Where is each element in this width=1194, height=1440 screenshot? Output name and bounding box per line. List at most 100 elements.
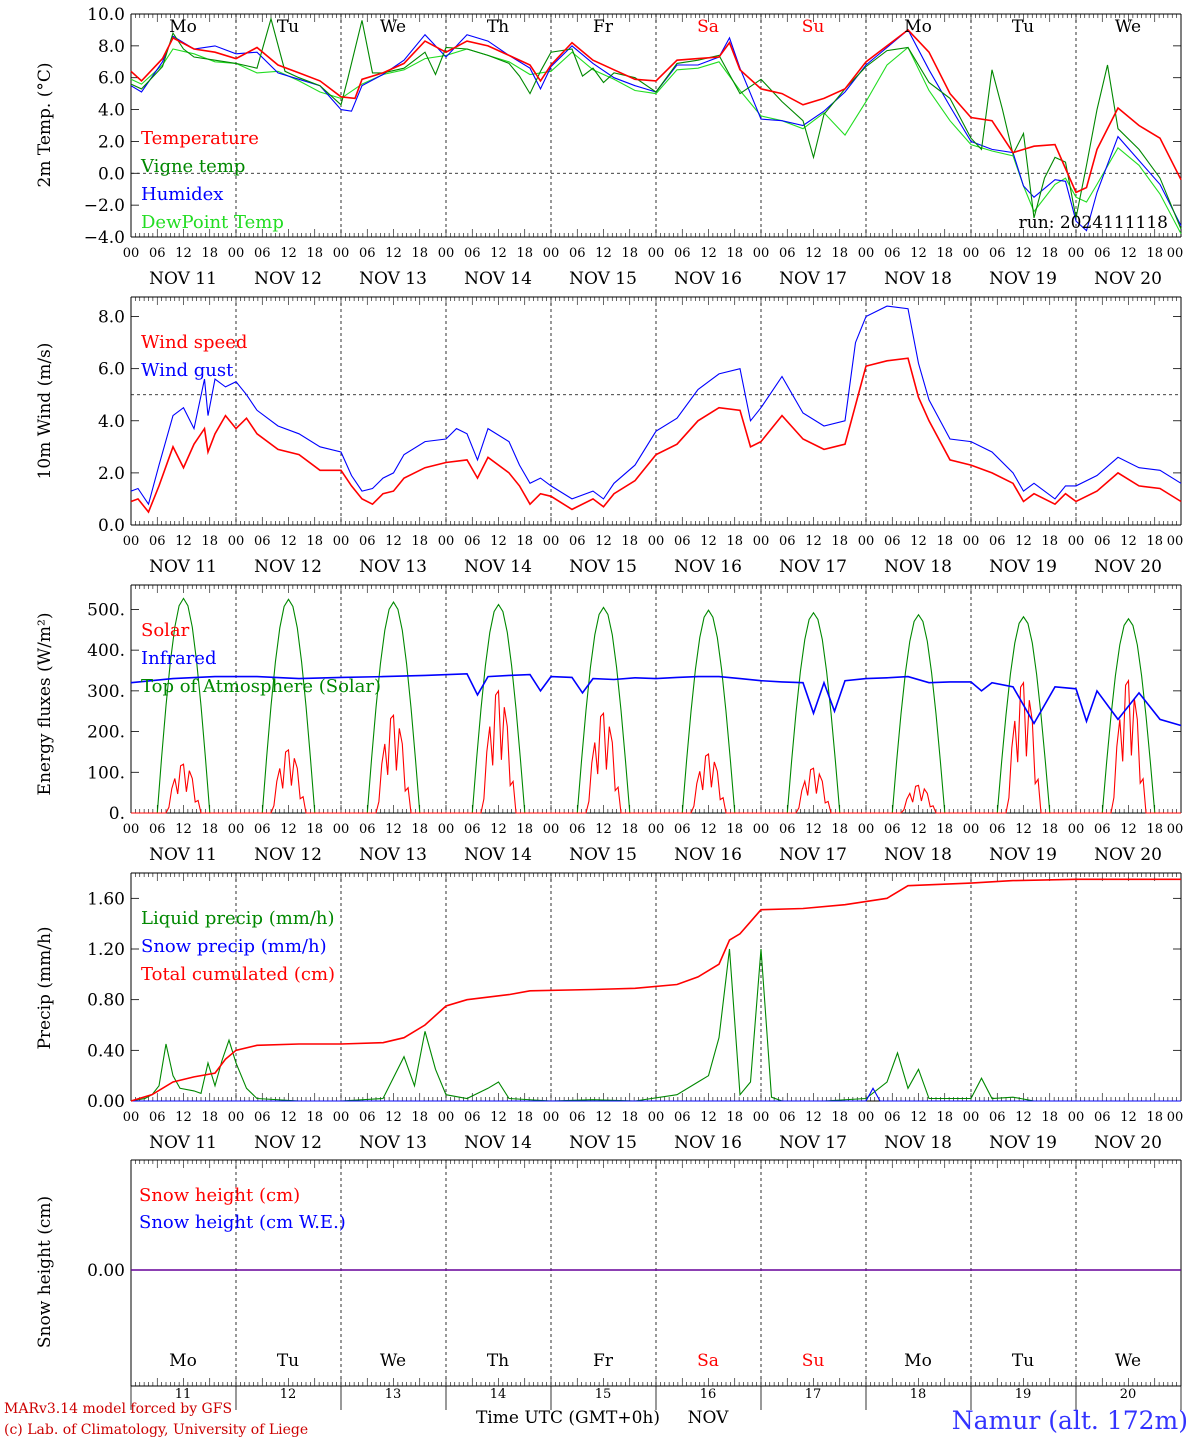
hour-tick-label: 06 [464,534,481,549]
hour-tick-label: 18 [1146,246,1163,261]
date-label: NOV 14 [464,845,532,865]
day-of-week-label: Tu [277,17,299,37]
date-label: NOV 14 [464,557,532,577]
hour-tick-label: 06 [1094,1110,1111,1125]
hour-tick-label: 00 [1068,246,1085,261]
hour-tick-label: 18 [411,822,428,837]
hour-tick-label: 06 [1094,534,1111,549]
day-number-label: 16 [700,1387,717,1402]
date-label: NOV 15 [569,845,637,865]
hour-tick-label: 06 [884,822,901,837]
hour-tick-label: 18 [1146,534,1163,549]
panel-1: 00 06 12 18 NOV 11 00 06 12 18 NOV 12 00 06 12 18 NOV … [123,13,1183,289]
hour-tick-label: 06 [254,822,271,837]
date-label: NOV 13 [359,845,427,865]
snow-precip-line [131,1087,1181,1102]
legend-entry: Vigne temp [140,156,245,177]
hour-tick-label: 00 [1167,1110,1184,1125]
date-label: NOV 11 [149,845,217,865]
hour-tick-label: 12 [700,1110,717,1125]
wind-gust-line [130,305,1182,506]
hour-tick-label: 06 [779,1110,796,1125]
hour-tick-label: 06 [569,822,586,837]
hour-tick-label: 00 [123,534,140,549]
date-label: NOV 16 [674,845,742,865]
day-of-week-label: Mo [169,17,197,37]
hour-tick-label: 12 [1120,534,1137,549]
date-label: NOV 13 [359,1133,427,1153]
station-label: Namur (alt. 172m) [952,1406,1188,1435]
hour-tick-label: 06 [569,1110,586,1125]
hour-tick-label: 00 [648,1110,665,1125]
panel-2: 00 06 12 18 NOV 11 00 06 12 18 NOV 12 00 06 12 18 NOV … [123,296,1183,577]
date-label: NOV 17 [779,269,847,289]
hour-tick-label: 00 [438,246,455,261]
hour-tick-label: 00 [228,822,245,837]
hour-tick-label: 18 [1041,1110,1058,1125]
legend-entry: Wind speed [141,332,247,353]
y-tick-label: 400. [87,641,125,661]
hour-tick-label: 12 [700,246,717,261]
date-label: NOV 20 [1094,269,1162,289]
hour-tick-label: 06 [779,246,796,261]
hour-tick-label: 00 [753,822,770,837]
hour-tick-label: 12 [1015,246,1032,261]
hour-tick-label: 18 [1041,534,1058,549]
hour-tick-label: 00 [858,822,875,837]
date-label: NOV 14 [464,269,532,289]
y-axis-label: Snow height (cm) [35,1196,55,1348]
hour-tick-label: 12 [490,534,507,549]
date-label: NOV 20 [1094,557,1162,577]
liquid-precip-line [130,948,1181,1102]
hour-tick-label: 06 [884,246,901,261]
y-tick-label: 10.0 [87,5,125,25]
hour-tick-label: 00 [963,246,980,261]
y-tick-label: 4.0 [98,412,125,432]
hour-tick-label: 00 [228,534,245,549]
hour-tick-label: 12 [910,822,927,837]
hour-tick-label: 18 [411,1110,428,1125]
hour-tick-label: 18 [936,246,953,261]
hour-tick-label: 18 [201,1110,218,1125]
hour-tick-label: 12 [805,246,822,261]
date-label: NOV 16 [674,269,742,289]
hour-tick-label: 06 [884,1110,901,1125]
hour-tick-label: 18 [306,534,323,549]
hour-tick-label: 12 [1120,246,1137,261]
date-label: NOV 18 [884,557,952,577]
hour-tick-label: 06 [779,534,796,549]
hour-tick-label: 12 [1015,534,1032,549]
hour-tick-label: 00 [333,1110,350,1125]
date-label: NOV 11 [149,557,217,577]
hour-tick-label: 12 [1120,822,1137,837]
hour-tick-label: 18 [831,822,848,837]
date-label: NOV 12 [254,1133,322,1153]
legend-entry: Humidex [141,184,223,205]
date-label: NOV 14 [464,1133,532,1153]
hour-tick-label: 18 [516,1110,533,1125]
y-axis-label: 10m Wind (m/s) [35,343,55,480]
day-of-week-label: Sa [697,17,719,37]
day-number-label: 17 [805,1387,822,1402]
hour-tick-label: 00 [333,246,350,261]
hour-tick-label: 18 [201,822,218,837]
day-number-label: 11 [175,1387,192,1402]
hour-tick-label: 06 [779,822,796,837]
day-of-week-label: Su [802,17,825,37]
hour-tick-label: 18 [516,534,533,549]
hour-tick-label: 18 [411,534,428,549]
hour-tick-label: 18 [1041,246,1058,261]
hour-tick-label: 06 [884,534,901,549]
day-of-week-label: We [1115,17,1141,37]
y-tick-label: 0.00 [87,1261,125,1281]
hour-tick-label: 06 [254,534,271,549]
y-tick-label: 200. [87,723,125,743]
hour-tick-label: 18 [201,534,218,549]
hour-tick-label: 12 [175,534,192,549]
legend-entry: Snow height (cm W.E.) [139,1212,346,1233]
hour-tick-label: 12 [805,822,822,837]
hour-tick-label: 12 [175,822,192,837]
hour-tick-label: 18 [621,822,638,837]
hour-tick-label: 06 [359,246,376,261]
